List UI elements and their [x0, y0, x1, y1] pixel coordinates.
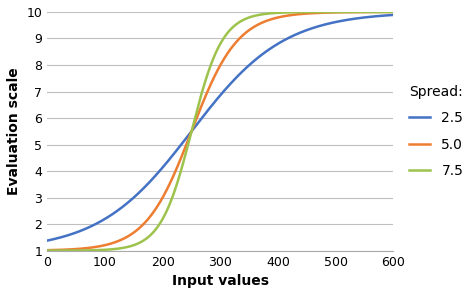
X-axis label: Input values: Input values — [172, 274, 269, 288]
5.0 — [62, 248, 68, 251]
Y-axis label: Evaluation scale: Evaluation scale — [7, 68, 21, 195]
5.0 — [44, 248, 50, 252]
7.5 — [62, 249, 68, 252]
5.0 — [204, 92, 209, 96]
2.5 — [380, 14, 386, 17]
2.5 — [44, 239, 50, 242]
5.0 — [380, 10, 386, 14]
2.5 — [204, 110, 209, 114]
2.5 — [317, 24, 323, 28]
2.5 — [62, 235, 68, 238]
7.5 — [380, 10, 386, 14]
5.0 — [317, 11, 323, 15]
5.0 — [391, 10, 397, 14]
2.5 — [381, 14, 387, 17]
7.5 — [204, 76, 209, 79]
Legend: 2.5, 5.0, 7.5: 2.5, 5.0, 7.5 — [404, 79, 469, 183]
7.5 — [381, 10, 387, 14]
7.5 — [317, 10, 323, 14]
5.0 — [213, 72, 218, 76]
7.5 — [391, 10, 397, 14]
2.5 — [213, 99, 218, 103]
7.5 — [213, 51, 218, 55]
7.5 — [44, 249, 50, 253]
2.5 — [391, 13, 397, 17]
Line: 7.5: 7.5 — [47, 12, 394, 251]
5.0 — [381, 10, 387, 14]
Line: 5.0: 5.0 — [47, 12, 394, 250]
Line: 2.5: 2.5 — [47, 15, 394, 241]
